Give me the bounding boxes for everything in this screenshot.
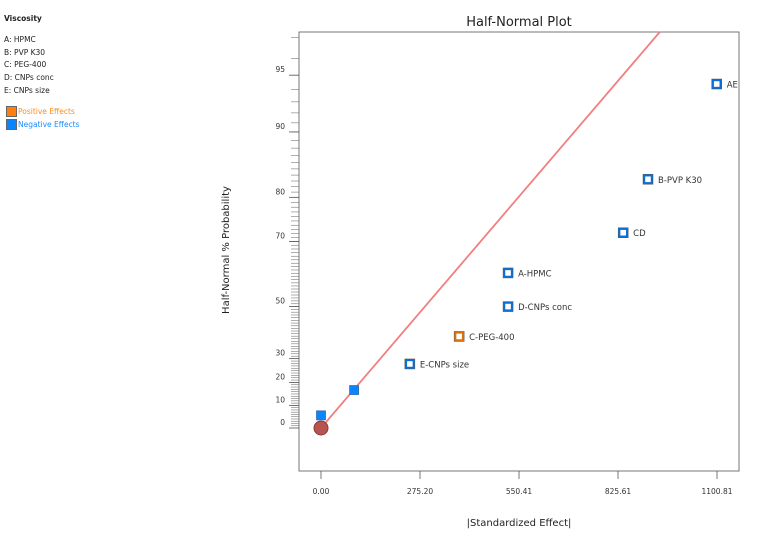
legend-negative-effects: Negative Effects [6,119,80,131]
y-tick-label: 95 [275,65,285,74]
positive-swatch [6,106,17,118]
legend-title: Viscosity [4,14,42,23]
y-tick-label: 10 [275,395,285,404]
y-tick-label: 30 [275,349,285,358]
fit-line [320,31,661,429]
y-tick-label: 0 [280,418,285,427]
x-tick-label: 550.41 [506,487,532,496]
x-tick-label: 1100.81 [701,487,732,496]
effect-point-center [713,81,720,87]
negative-swatch [6,119,17,131]
chart-title: Half-Normal Plot [466,15,572,30]
negative-label: Negative Effects [18,119,80,129]
effect-point-center [620,229,626,236]
x-tick-label: 275.20 [407,487,433,496]
effect-point-center [407,361,413,367]
y-axis-label: Half-Normal % Probability [221,186,232,314]
x-tick-label: 0.00 [313,487,330,496]
x-axis-label: |Standardized Effect| [467,518,572,529]
effect-point-center [505,303,511,310]
error-point [349,385,359,395]
legend-positive-effects: Positive Effects [6,106,80,118]
y-tick-label: 90 [275,122,285,131]
x-tick-label: 825.61 [605,487,631,496]
effect-point-label: AE [727,81,738,91]
factor-b: B: PVP K30 [4,47,46,57]
factor-e: E: CNPs size [4,85,50,95]
y-tick-label: 80 [275,187,285,196]
y-tick-label: 20 [275,372,285,381]
y-tick-label: 70 [275,231,285,240]
factor-d: D: CNPs conc [4,73,54,83]
legend: Viscosity A: HPMC B: PVP K30 C: PEG-400 … [4,14,80,131]
factor-c: C: PEG-400 [4,60,47,70]
effect-point-label: D-CNPs conc [518,303,572,313]
factor-a: A: HPMC [4,35,36,44]
effect-point-center [505,270,511,276]
origin-point [313,420,329,436]
effect-point-center [456,333,462,340]
effect-point-center [645,176,651,183]
effect-point-label: E-CNPs size [420,360,469,370]
effect-point-label: C-PEG-400 [469,333,514,343]
plot-frame [298,31,740,472]
effect-point-label: A-HPMC [518,269,552,279]
positive-label: Positive Effects [18,106,75,116]
error-point [316,410,326,421]
effect-point-label: B-PVP K30 [658,176,702,186]
effect-point-label: CD [633,229,646,239]
y-tick-label: 50 [275,297,285,306]
